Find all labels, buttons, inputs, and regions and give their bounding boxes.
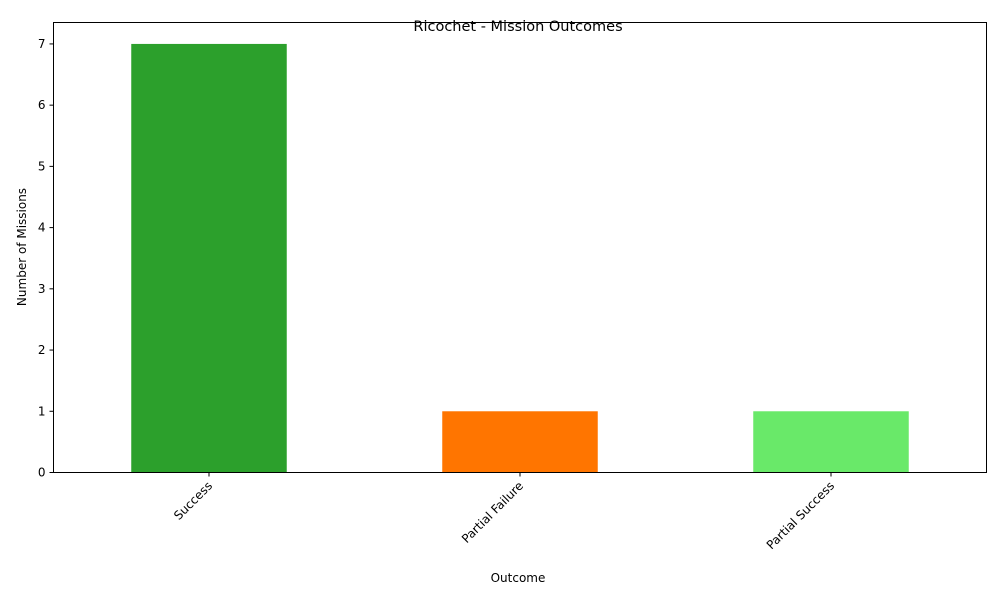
x-tick-label: Partial Success: [764, 479, 837, 552]
y-axis-title: Number of Missions: [15, 188, 29, 306]
y-tick-label: 2: [38, 343, 46, 357]
x-tick-label: Success: [171, 479, 215, 523]
bar-partial-success: [753, 411, 909, 473]
x-tick-label: Partial Failure: [459, 479, 526, 546]
y-tick-label: 6: [38, 98, 46, 112]
bar-partial-failure: [442, 411, 598, 473]
bar-success: [131, 43, 287, 473]
plot-area: [131, 43, 909, 473]
y-tick-label: 3: [38, 282, 46, 296]
chart-title: Ricochet - Mission Outcomes: [413, 19, 622, 35]
x-axis-title: Outcome: [491, 571, 546, 585]
y-tick-label: 1: [38, 404, 46, 418]
y-tick-label: 7: [38, 37, 46, 51]
y-tick-label: 5: [38, 159, 46, 173]
y-tick-label: 4: [38, 221, 46, 235]
y-tick-label: 0: [38, 466, 46, 480]
y-axis: 0 1 2 3 4 5 6 7: [38, 37, 54, 480]
x-axis: Success Partial Failure Partial Success: [171, 472, 837, 552]
